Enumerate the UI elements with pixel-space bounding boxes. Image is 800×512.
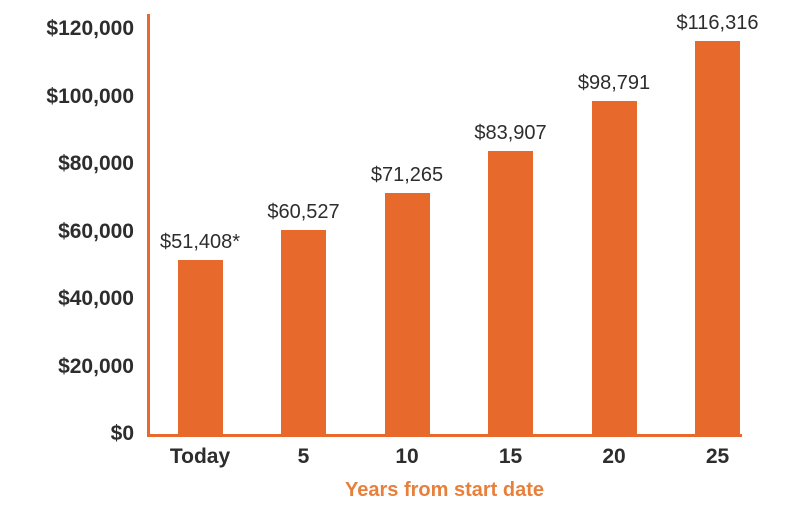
x-axis-line xyxy=(147,434,742,437)
bar xyxy=(384,193,430,434)
x-tick-label: Today xyxy=(169,445,231,468)
x-tick-label: 20 xyxy=(602,445,626,468)
x-tick-label: 15 xyxy=(498,445,523,468)
bar xyxy=(177,260,223,434)
bar-value-label: $71,265 xyxy=(370,164,444,187)
bar xyxy=(695,41,740,434)
y-tick-label: $60,000 xyxy=(58,219,134,243)
y-tick-label: $100,000 xyxy=(46,84,134,108)
y-axis-line xyxy=(147,14,150,437)
x-axis-title: Years from start date xyxy=(345,479,544,501)
y-tick-label: $120,000 xyxy=(46,17,134,40)
y-tick-label: $80,000 xyxy=(58,152,134,175)
bar-value-label: $60,527 xyxy=(267,200,340,223)
x-tick-label: 5 xyxy=(297,445,310,468)
y-tick-label: $0 xyxy=(110,422,134,445)
bar xyxy=(281,229,326,434)
y-tick-label: $40,000 xyxy=(58,287,134,310)
bar-value-label: $116,316 xyxy=(676,12,759,35)
x-tick-label: 25 xyxy=(705,445,730,468)
x-tick-label: 10 xyxy=(395,445,419,468)
bar xyxy=(591,100,637,434)
y-tick-label: $20,000 xyxy=(58,354,134,378)
bar xyxy=(488,150,533,434)
bar-value-label: $83,907 xyxy=(474,121,547,144)
bar-value-label: $98,791 xyxy=(577,71,651,94)
bar-value-label: $51,408* xyxy=(159,231,241,254)
